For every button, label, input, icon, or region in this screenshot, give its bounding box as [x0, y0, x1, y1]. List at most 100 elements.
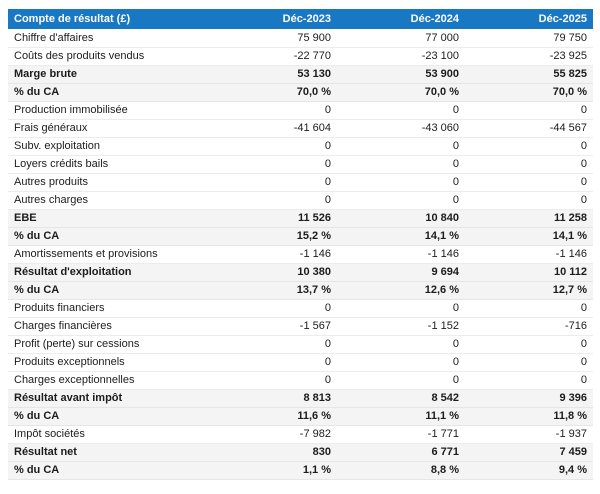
table-row: Produits financiers 0 0 0	[8, 299, 593, 318]
cell-value: 0	[465, 335, 593, 354]
cell-value: 0	[337, 353, 465, 372]
cell-value: 0	[465, 371, 593, 390]
cell-value: 12,7 %	[465, 281, 593, 300]
table-row: Résultat net 830 6 771 7 459	[8, 443, 593, 462]
header-row: Compte de résultat (£) Déc-2023 Déc-2024…	[8, 9, 593, 29]
row-label: % du CA	[8, 227, 209, 246]
row-label: % du CA	[8, 461, 209, 480]
cell-value: 13,7 %	[209, 281, 337, 300]
table-row: Charges exceptionnelles 0 0 0	[8, 371, 593, 390]
cell-value: 0	[209, 335, 337, 354]
cell-value: -23 100	[337, 47, 465, 66]
cell-value: 0	[337, 101, 465, 120]
cell-value: 0	[337, 299, 465, 318]
table-row: % du CA 70,0 % 70,0 % 70,0 %	[8, 83, 593, 102]
cell-value: 15,2 %	[209, 227, 337, 246]
cell-value: -716	[465, 317, 593, 336]
row-label: Loyers crédits bails	[8, 155, 209, 174]
row-label: Marge brute	[8, 65, 209, 84]
row-label: EBE	[8, 209, 209, 228]
cell-value: 0	[209, 371, 337, 390]
cell-value: 53 130	[209, 65, 337, 84]
row-label: Produits financiers	[8, 299, 209, 318]
table-row: Résultat d'exploitation 10 380 9 694 10 112	[8, 263, 593, 282]
row-label: Subv. exploitation	[8, 137, 209, 156]
header-col-dec-2023: Déc-2023	[209, 9, 337, 29]
cell-value: 9 694	[337, 263, 465, 282]
table-row: % du CA 15,2 % 14,1 % 14,1 %	[8, 227, 593, 246]
cell-value: 11 526	[209, 209, 337, 228]
cell-value: -23 925	[465, 47, 593, 66]
cell-value: 0	[337, 173, 465, 192]
cell-value: 8,8 %	[337, 461, 465, 480]
cell-value: -1 937	[465, 425, 593, 444]
cell-value: 0	[337, 191, 465, 210]
cell-value: 0	[465, 353, 593, 372]
cell-value: -41 604	[209, 119, 337, 138]
row-label: Résultat avant impôt	[8, 389, 209, 408]
cell-value: -1 771	[337, 425, 465, 444]
cell-value: 55 825	[465, 65, 593, 84]
row-label: Charges exceptionnelles	[8, 371, 209, 390]
table-row: Profit (perte) sur cessions 0 0 0	[8, 335, 593, 354]
table-row: Coûts des produits vendus -22 770 -23 100-…	[8, 47, 593, 66]
cell-value: 0	[465, 191, 593, 210]
cell-value: 8 813	[209, 389, 337, 408]
cell-value: -1 152	[337, 317, 465, 336]
cell-value: -1 146	[337, 245, 465, 264]
table-row: EBE 11 526 10 840 11 258	[8, 209, 593, 228]
cell-value: 12,6 %	[337, 281, 465, 300]
table-row: % du CA 13,7 % 12,6 % 12,7 %	[8, 281, 593, 300]
table-row: Marge brute 53 130 53 900 55 825	[8, 65, 593, 84]
cell-value: 0	[337, 137, 465, 156]
cell-value: -22 770	[209, 47, 337, 66]
cell-value: 11,6 %	[209, 407, 337, 426]
cell-value: 9,4 %	[465, 461, 593, 480]
cell-value: -1 567	[209, 317, 337, 336]
cell-value: 77 000	[337, 29, 465, 48]
header-col-dec-2025: Déc-2025	[465, 9, 593, 29]
row-label: Autres charges	[8, 191, 209, 210]
table-row: Chiffre d'affaires 75 900 77 000 79 750	[8, 29, 593, 48]
cell-value: 0	[465, 137, 593, 156]
cell-value: 0	[337, 155, 465, 174]
cell-value: 0	[209, 191, 337, 210]
cell-value: 10 380	[209, 263, 337, 282]
cell-value: 11,1 %	[337, 407, 465, 426]
cell-value: 830	[209, 443, 337, 462]
cell-value: 10 840	[337, 209, 465, 228]
table-row: Amortissements et provisions -1 146 -1 146…	[8, 245, 593, 264]
row-label: Production immobilisée	[8, 101, 209, 120]
row-label: Charges financières	[8, 317, 209, 336]
header-title: Compte de résultat (£)	[8, 9, 209, 29]
cell-value: -1 146	[465, 245, 593, 264]
table-row: Subv. exploitation 0 0 0	[8, 137, 593, 156]
table-row: Autres produits 0 0 0	[8, 173, 593, 192]
cell-value: -44 567	[465, 119, 593, 138]
cell-value: 70,0 %	[209, 83, 337, 102]
row-label: % du CA	[8, 281, 209, 300]
row-label: Profit (perte) sur cessions	[8, 335, 209, 354]
row-label: Autres produits	[8, 173, 209, 192]
cell-value: 0	[209, 299, 337, 318]
cell-value: 0	[337, 371, 465, 390]
table-row: Produits exceptionnels 0 0 0	[8, 353, 593, 372]
cell-value: 1,1 %	[209, 461, 337, 480]
cell-value: 0	[209, 155, 337, 174]
row-label: Amortissements et provisions	[8, 245, 209, 264]
table-row: Loyers crédits bails 0 0 0	[8, 155, 593, 174]
cell-value: 0	[337, 335, 465, 354]
row-label: % du CA	[8, 83, 209, 102]
cell-value: 0	[209, 173, 337, 192]
cell-value: 75 900	[209, 29, 337, 48]
cell-value: 14,1 %	[465, 227, 593, 246]
cell-value: 11,8 %	[465, 407, 593, 426]
cell-value: 10 112	[465, 263, 593, 282]
table-row: Résultat avant impôt 8 813 8 542 9 396	[8, 389, 593, 408]
cell-value: -1 146	[209, 245, 337, 264]
row-label: % du CA	[8, 407, 209, 426]
cell-value: -7 982	[209, 425, 337, 444]
cell-value: 0	[209, 353, 337, 372]
cell-value: 0	[465, 155, 593, 174]
cell-value: 6 771	[337, 443, 465, 462]
